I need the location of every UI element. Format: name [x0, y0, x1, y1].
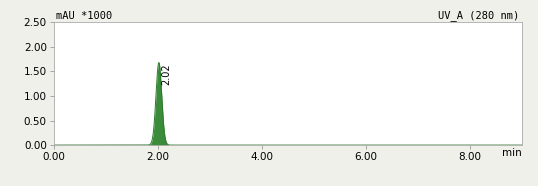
Text: mAU *1000: mAU *1000 — [56, 11, 112, 21]
Text: min: min — [502, 147, 522, 158]
Text: UV_A (280 nm): UV_A (280 nm) — [438, 10, 520, 21]
Text: 2.02: 2.02 — [161, 64, 172, 85]
